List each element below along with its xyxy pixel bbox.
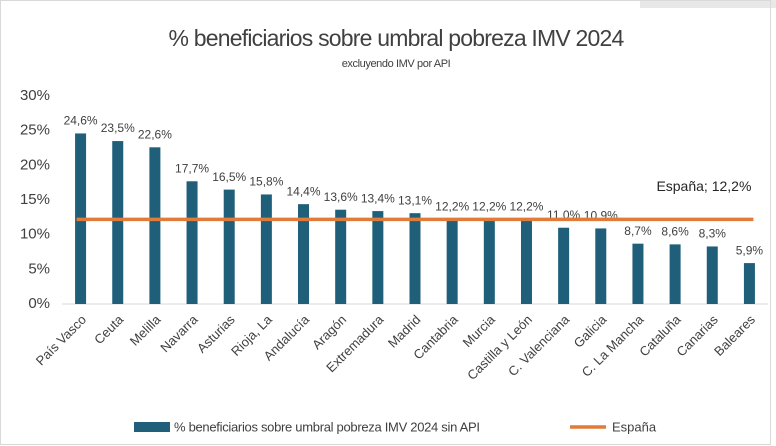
bar [743,263,755,304]
legend-swatch [134,422,170,432]
bar [446,219,458,304]
y-tick-label: 15% [20,191,50,208]
data-label: 12,2% [509,200,543,214]
legend-label: % beneficiarios sobre umbral pobreza IMV… [174,419,480,434]
y-tick-label: 20% [20,156,50,173]
bar [632,243,644,304]
data-label: 23,5% [101,121,135,135]
y-tick-label: 30% [20,87,50,104]
data-label: 8,3% [699,227,727,241]
x-tick-label: Castilla y León [464,312,535,383]
bar [372,211,384,304]
x-tick-label: Ceuta [91,311,127,347]
data-label: 15,8% [249,175,283,189]
bar [149,147,161,304]
chart-title: % beneficiarios sobre umbral pobreza IMV… [169,25,625,51]
x-tick-label: País Vasco [33,312,89,368]
data-label: 16,5% [212,170,246,184]
bar [483,219,495,304]
data-label: 13,6% [324,190,358,204]
y-tick-label: 5% [28,260,50,277]
bar [520,219,532,304]
bar [335,209,347,304]
legend-label: España [612,419,657,434]
reference-label: España; 12,2% [656,178,751,194]
data-label: 12,2% [472,200,506,214]
y-tick-label: 10% [20,226,50,243]
bar [298,204,310,304]
data-label: 8,7% [624,224,652,238]
y-tick-label: 0% [28,295,50,312]
data-label: 13,4% [361,191,395,205]
x-tick-label: Navarra [157,311,201,355]
data-label: 17,7% [175,161,209,175]
bar [669,244,681,304]
bar [186,181,198,304]
data-label: 22,6% [138,127,172,141]
data-label: 5,9% [736,243,764,257]
data-label: 12,2% [435,200,469,214]
bar [409,213,421,304]
bar [706,246,718,304]
data-label: 8,6% [661,225,689,239]
bar [558,227,570,304]
data-label: 13,1% [398,193,432,207]
bar [260,194,272,304]
bar [223,189,235,304]
x-tick-label: Baleares [711,312,758,359]
data-label: 14,4% [287,184,321,198]
bar [595,228,607,304]
y-tick-label: 25% [20,122,50,139]
data-label: 24,6% [64,114,98,128]
chart-subtitle: excluyendo IMV por API [342,58,451,70]
bar [112,141,124,304]
window-strip [640,0,776,8]
